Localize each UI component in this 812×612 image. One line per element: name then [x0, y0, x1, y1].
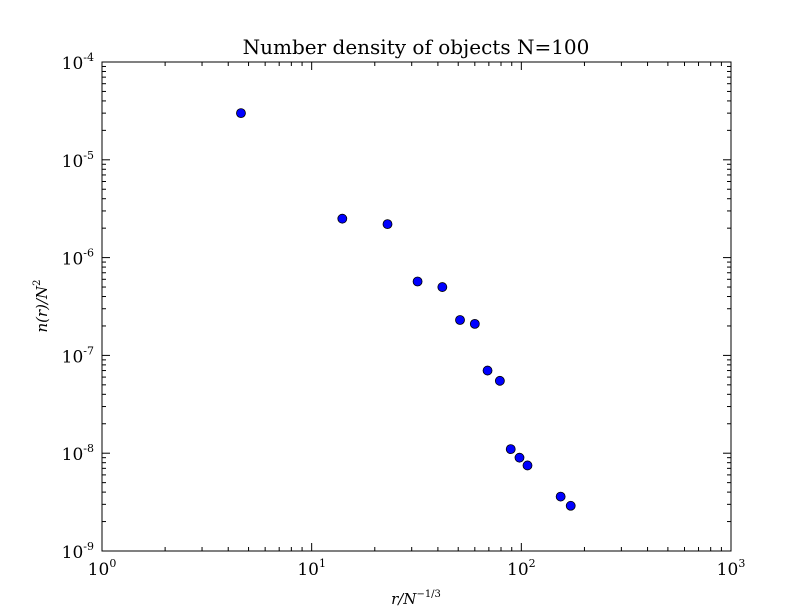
- y-tick-label: 10-8: [62, 442, 94, 465]
- axis-ticks: 100 101 102 103 10-9 10-8 10-7 10-6 10-5 10-4: [62, 51, 746, 580]
- data-points: [236, 108, 576, 511]
- data-point: [494, 375, 505, 386]
- x-tick-label: 102: [507, 557, 536, 580]
- y-axis-label: n(r)/N2: [32, 279, 51, 332]
- plot-area-frame: [101, 61, 732, 552]
- data-point: [522, 460, 533, 471]
- data-point: [505, 444, 516, 455]
- data-point: [337, 213, 348, 224]
- data-point: [514, 452, 525, 463]
- y-axis-label-exponent: 2: [32, 279, 43, 285]
- data-point: [482, 365, 493, 376]
- data-point: [412, 276, 423, 287]
- data-point: [382, 219, 393, 230]
- y-axis-label-base: n(r)/N: [33, 285, 51, 333]
- y-tick-label: 10-7: [62, 344, 94, 367]
- x-tick-label: 103: [717, 557, 746, 580]
- data-point: [455, 315, 465, 325]
- data-point: [437, 282, 448, 292]
- y-tick-label: 10-6: [62, 247, 94, 270]
- y-tick-label: 10-9: [62, 540, 94, 563]
- data-point: [555, 491, 566, 502]
- data-point: [469, 318, 480, 329]
- x-axis-label-base: r/N: [391, 590, 417, 608]
- y-tick-label: 10-5: [62, 149, 94, 172]
- data-point: [565, 500, 576, 511]
- chart-title: Number density of objects N=100: [243, 35, 590, 59]
- x-tick-label: 100: [88, 557, 117, 580]
- x-tick-label: 101: [297, 557, 326, 580]
- data-point: [236, 108, 246, 119]
- x-axis-label: r/N−1/3: [391, 589, 441, 608]
- x-axis-label-exponent: −1/3: [416, 589, 440, 600]
- y-tick-label: 10-4: [62, 51, 94, 74]
